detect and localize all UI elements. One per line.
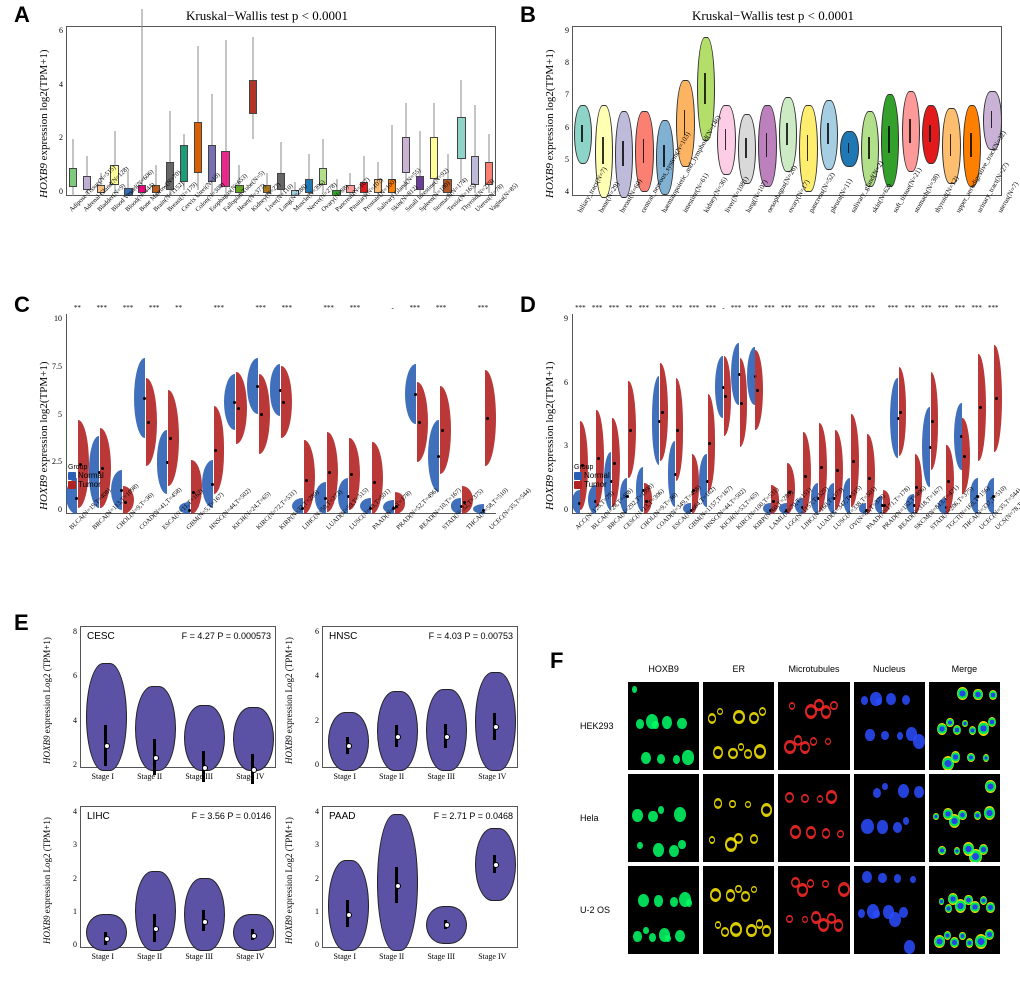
panel-F-cell <box>628 866 699 954</box>
panel-label-B: B <box>520 2 536 28</box>
panel-E-sub-HNSC: HNSCF = 4.03 P = 0.007530246 <box>322 626 518 768</box>
panel-F-colheader: Merge <box>929 664 1000 674</box>
panel-D-violins <box>572 314 1002 514</box>
panel-E-CESC-ylabel: HOXB9 expression Log2 (TPM+1) <box>42 637 52 764</box>
panel-E-sub-PAAD: PAADF = 2.71 P = 0.046801234 <box>322 806 518 948</box>
panel-label-C: C <box>14 292 30 318</box>
panel-C-xticks: BLCA(N=19,T=408)BRCA(N=113,T=1098)CHOL(N… <box>66 520 496 600</box>
panel-F-colheader: ER <box>703 664 774 674</box>
panel-F-colheader: Microtubules <box>778 664 849 674</box>
panel-E-LIHC-ylabel: HOXB9 expression Log2 (TPM+1) <box>42 817 52 944</box>
panel-D-yticks: 0369 <box>552 314 568 514</box>
panel-A: Kruskal−Wallis test p < 0.0001 HOXB9 exp… <box>32 8 502 286</box>
panel-B-xticks: biliary_tract(N=7)bone(N=29)breast(N=60)… <box>572 202 1002 288</box>
panel-B-title: Kruskal−Wallis test p < 0.0001 <box>538 8 1008 24</box>
legend-title: Group <box>574 464 610 471</box>
panel-A-yticks: 0246 <box>49 26 63 196</box>
panel-D-xticks: ACC(N=128,T=79)BLCA(N=28,T=408)BRCA(N=29… <box>572 520 1002 600</box>
panel-F-colheader: Nucleus <box>854 664 925 674</box>
panel-A-xticks: Adipose Tissue(N=515)Adrenal Gland(N=128… <box>66 202 496 282</box>
panel-label-E: E <box>14 610 29 636</box>
panel-D-legend: Group Normal Tumor <box>574 464 610 489</box>
legend-title: Group <box>68 464 104 471</box>
panel-F-cell <box>778 682 849 770</box>
panel-E-sub-LIHC: LIHCF = 3.56 P = 0.014601234 <box>80 806 276 948</box>
panel-E-HNSC-ylabel: HOXB9 expression Log2 (TPM+1) <box>284 637 294 764</box>
panel-label-F: F <box>550 648 563 674</box>
panel-D-significance: **************************-*************… <box>572 304 1002 312</box>
panel-F-cell <box>628 774 699 862</box>
panel-F-cell <box>854 774 925 862</box>
panel-F-cell <box>929 682 1000 770</box>
legend-item-normal: Normal <box>68 471 104 480</box>
panel-E-PAAD-ylabel: HOXB9 expression Log2 (TPM+1) <box>284 817 294 944</box>
panel-C: HOXB9 expression log2(TPM+1) 02.557.510 … <box>32 300 502 602</box>
panel-F-grid: HOXB9 ER Microtubules Nucleus Merge HEK293 Hel… <box>580 660 1000 954</box>
panel-F-cell <box>703 682 774 770</box>
panel-label-A: A <box>14 2 30 28</box>
panel-E-sub-CESC: CESCF = 4.27 P = 0.0005732468 <box>80 626 276 768</box>
panel-F-cell <box>929 866 1000 954</box>
panel-F-cell <box>703 774 774 862</box>
panel-F-rowheader: U-2 OS <box>580 905 624 915</box>
panel-B: Kruskal−Wallis test p < 0.0001 HOXB9 exp… <box>538 8 1008 286</box>
panel-A-boxes <box>66 26 496 196</box>
panel-F-rowheader: HEK293 <box>580 721 624 731</box>
panel-C-legend: Group Normal Tumor <box>68 464 104 489</box>
panel-F-cell <box>854 682 925 770</box>
panel-F-cell <box>854 866 925 954</box>
legend-item-tumor: Tumor <box>68 480 104 489</box>
panel-F-cell <box>628 682 699 770</box>
panel-F-cell <box>778 774 849 862</box>
panel-C-significance: ****************************-********* <box>66 304 496 312</box>
panel-A-title: Kruskal−Wallis test p < 0.0001 <box>32 8 502 24</box>
legend-item-normal: Normal <box>574 471 610 480</box>
legend-item-tumor: Tumor <box>574 480 610 489</box>
panel-F-cell <box>929 774 1000 862</box>
panel-B-yticks: 456789 <box>555 26 569 196</box>
panel-C-yticks: 02.557.510 <box>46 314 62 514</box>
panel-E: HOXB9 expression Log2 (TPM+1) CESCF = 4.2… <box>32 616 526 976</box>
figure-root: A B C D E F Kruskal−Wallis test p < 0.00… <box>0 0 1020 982</box>
panel-F-cell <box>703 866 774 954</box>
panel-C-violins <box>66 314 496 514</box>
panel-F-rowheader: Hela <box>580 813 624 823</box>
panel-F-cell <box>778 866 849 954</box>
panel-F-colheader: HOXB9 <box>628 664 699 674</box>
panel-D: HOXB9 expression log2(TPM+1) 0369 ******… <box>538 300 1008 602</box>
panel-label-D: D <box>520 292 536 318</box>
